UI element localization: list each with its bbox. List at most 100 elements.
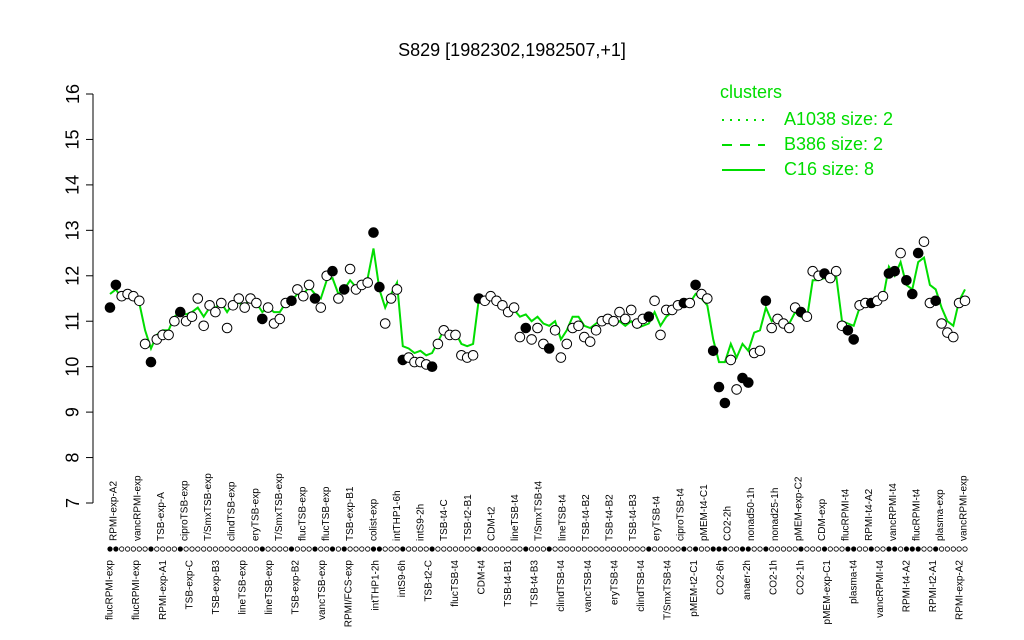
rug-mark bbox=[201, 546, 207, 552]
rug-mark bbox=[722, 546, 728, 552]
data-point bbox=[344, 263, 356, 275]
rug-mark bbox=[107, 546, 113, 552]
data-point bbox=[467, 350, 479, 361]
y-tick-label: 10 bbox=[63, 357, 83, 377]
rug-mark bbox=[476, 546, 482, 552]
data-point bbox=[930, 295, 942, 307]
data-point bbox=[760, 295, 772, 307]
rug-mark bbox=[757, 546, 763, 552]
data-point bbox=[169, 315, 180, 327]
rug-mark bbox=[950, 546, 956, 552]
rug-mark bbox=[470, 546, 476, 552]
x-tick-label: intS9-2h bbox=[416, 504, 427, 541]
data-point bbox=[948, 331, 959, 343]
rug-mark bbox=[125, 546, 131, 552]
rug-mark bbox=[300, 546, 306, 552]
data-point bbox=[848, 334, 860, 345]
x-tick-label: anaer-2h bbox=[742, 560, 753, 600]
x-tick-label: CO2-1h bbox=[769, 560, 780, 595]
y-tick-label: 13 bbox=[63, 220, 83, 240]
rug-mark bbox=[880, 546, 886, 552]
y-tick-label: 11 bbox=[63, 312, 83, 331]
rug-mark bbox=[956, 546, 962, 552]
x-tick-label: clindTSB-exp bbox=[227, 481, 238, 541]
x-rug-marks bbox=[107, 546, 968, 552]
rug-mark bbox=[798, 546, 804, 552]
x-tick-label: flucTSB-t4 bbox=[450, 560, 461, 607]
x-tick-label: RPMI-exp-A1 bbox=[158, 560, 169, 620]
rug-mark bbox=[212, 546, 218, 552]
rug-mark bbox=[769, 546, 775, 552]
rug-mark bbox=[710, 546, 716, 552]
rug-mark bbox=[329, 546, 336, 552]
x-tick-label: intTHP1-2h bbox=[370, 560, 381, 611]
rug-mark bbox=[886, 546, 892, 552]
x-tick-label: TSB-t4-B3 bbox=[628, 494, 639, 541]
x-tick-label: flucRPMI-exp bbox=[105, 560, 116, 620]
data-point bbox=[175, 306, 186, 318]
rug-mark bbox=[394, 546, 400, 552]
rug-mark bbox=[599, 546, 605, 552]
x-tick-label: vancRPMI-t4 bbox=[888, 483, 899, 541]
y-tick-label: 9 bbox=[63, 407, 83, 417]
y-tick-label: 15 bbox=[63, 129, 83, 149]
x-tick-label: TSB-exp-B3 bbox=[211, 560, 222, 615]
rug-mark bbox=[335, 546, 341, 552]
data-point bbox=[508, 302, 520, 313]
rug-mark bbox=[704, 546, 710, 552]
data-point bbox=[561, 338, 573, 350]
data-point bbox=[298, 290, 309, 302]
data-point bbox=[731, 384, 742, 395]
rug-mark bbox=[839, 546, 845, 552]
rug-mark bbox=[224, 546, 230, 552]
x-tick-label: ciproTSB-t4 bbox=[675, 488, 686, 541]
rug-mark bbox=[716, 546, 722, 552]
data-points bbox=[104, 227, 971, 409]
data-point bbox=[198, 320, 209, 332]
x-tick-label: TSB-t4-B3 bbox=[530, 560, 541, 607]
x-tick-label: pMEM-t4-C1 bbox=[699, 484, 710, 541]
data-point bbox=[274, 313, 286, 325]
data-point bbox=[620, 313, 631, 325]
data-point bbox=[526, 334, 537, 345]
data-point bbox=[573, 320, 584, 332]
rug-mark bbox=[423, 546, 429, 552]
x-tick-label: clindTSB-t4 bbox=[556, 560, 567, 612]
data-point bbox=[801, 311, 813, 323]
legend-label: B386 size: 2 bbox=[784, 134, 883, 154]
data-point bbox=[139, 338, 151, 350]
data-point bbox=[543, 343, 555, 354]
rug-mark bbox=[792, 546, 798, 552]
rug-mark bbox=[324, 546, 330, 552]
data-point bbox=[713, 381, 725, 393]
rug-mark bbox=[277, 546, 283, 552]
rug-mark bbox=[148, 546, 154, 552]
data-point bbox=[784, 322, 795, 334]
rug-mark bbox=[523, 546, 529, 552]
data-point bbox=[134, 295, 145, 307]
x-tick-label: lineTSB-exp bbox=[237, 560, 248, 615]
rug-mark bbox=[458, 546, 464, 552]
data-point bbox=[555, 352, 567, 363]
y-tick-label: 16 bbox=[63, 84, 83, 104]
data-point bbox=[725, 354, 737, 366]
rug-mark bbox=[318, 546, 324, 552]
rug-mark bbox=[821, 546, 828, 552]
x-tick-label: eryTSB-t4 bbox=[652, 496, 663, 541]
x-tick-label: ciproTSB-exp bbox=[179, 480, 190, 541]
x-tick-label: lineTSB-exp bbox=[264, 560, 275, 615]
data-point bbox=[520, 322, 532, 334]
rug-mark bbox=[587, 546, 593, 552]
x-tick-label: T/SmxTSB-exp bbox=[274, 473, 285, 541]
rug-mark bbox=[605, 546, 611, 552]
rug-mark bbox=[271, 546, 277, 552]
data-point bbox=[912, 247, 924, 259]
data-point bbox=[385, 293, 397, 304]
x-tick-label: T/SmxTSB-t4 bbox=[662, 560, 673, 620]
rug-mark bbox=[804, 546, 810, 552]
data-point bbox=[514, 331, 526, 343]
x-tick-label: flucRPMI-exp bbox=[131, 560, 142, 620]
x-tick-label: TSB-t4-B1 bbox=[503, 560, 514, 607]
data-point bbox=[338, 284, 350, 295]
rug-mark bbox=[236, 546, 242, 552]
